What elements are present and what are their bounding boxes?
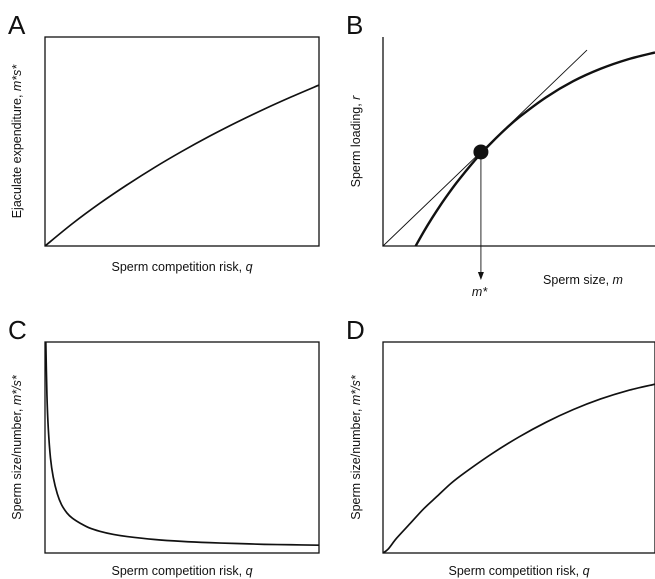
panel-letter-a: A bbox=[8, 10, 26, 40]
x-axis-label: Sperm competition risk, q bbox=[448, 564, 589, 578]
series-line-1 bbox=[45, 84, 320, 247]
y-axis-label: Sperm size/number, m*/s* bbox=[349, 374, 363, 520]
chart-panel-c: C Sperm competition risk, q Sperm size/num… bbox=[8, 315, 320, 578]
y-axis-label: Sperm loading, r bbox=[349, 95, 363, 188]
y-axis-label: Ejaculate expenditure, m*s* bbox=[10, 64, 24, 219]
x-axis-label: Sperm competition risk, q bbox=[111, 260, 252, 274]
axes-frame bbox=[44, 36, 320, 247]
x-axis-label: Sperm competition risk, q bbox=[111, 564, 252, 578]
x-axis-label: Sperm size, m bbox=[543, 273, 623, 287]
optimum-point bbox=[473, 144, 489, 160]
y-axis-label: Sperm size/number, m*/s* bbox=[10, 374, 24, 520]
chart-panel-d: D Sperm competition risk, q Sperm size/num… bbox=[346, 315, 655, 578]
optimum-arrow-head bbox=[477, 272, 484, 280]
series-line-1 bbox=[383, 383, 655, 554]
panel-letter-b: B bbox=[346, 10, 363, 40]
series-line-1 bbox=[414, 51, 655, 247]
axes-frame bbox=[382, 37, 655, 247]
panel-letter-c: C bbox=[8, 315, 27, 345]
optimum-label: m* bbox=[472, 285, 488, 299]
axes-frame bbox=[44, 341, 320, 554]
panel-letter-d: D bbox=[346, 315, 365, 345]
chart-panel-b: Bm* Sperm size, m Sperm loading, r bbox=[346, 10, 655, 299]
chart-panel-a: A Sperm competition risk, q Ejaculate expe… bbox=[8, 10, 320, 274]
series-line-1 bbox=[45, 341, 320, 547]
axes-frame bbox=[382, 341, 655, 554]
